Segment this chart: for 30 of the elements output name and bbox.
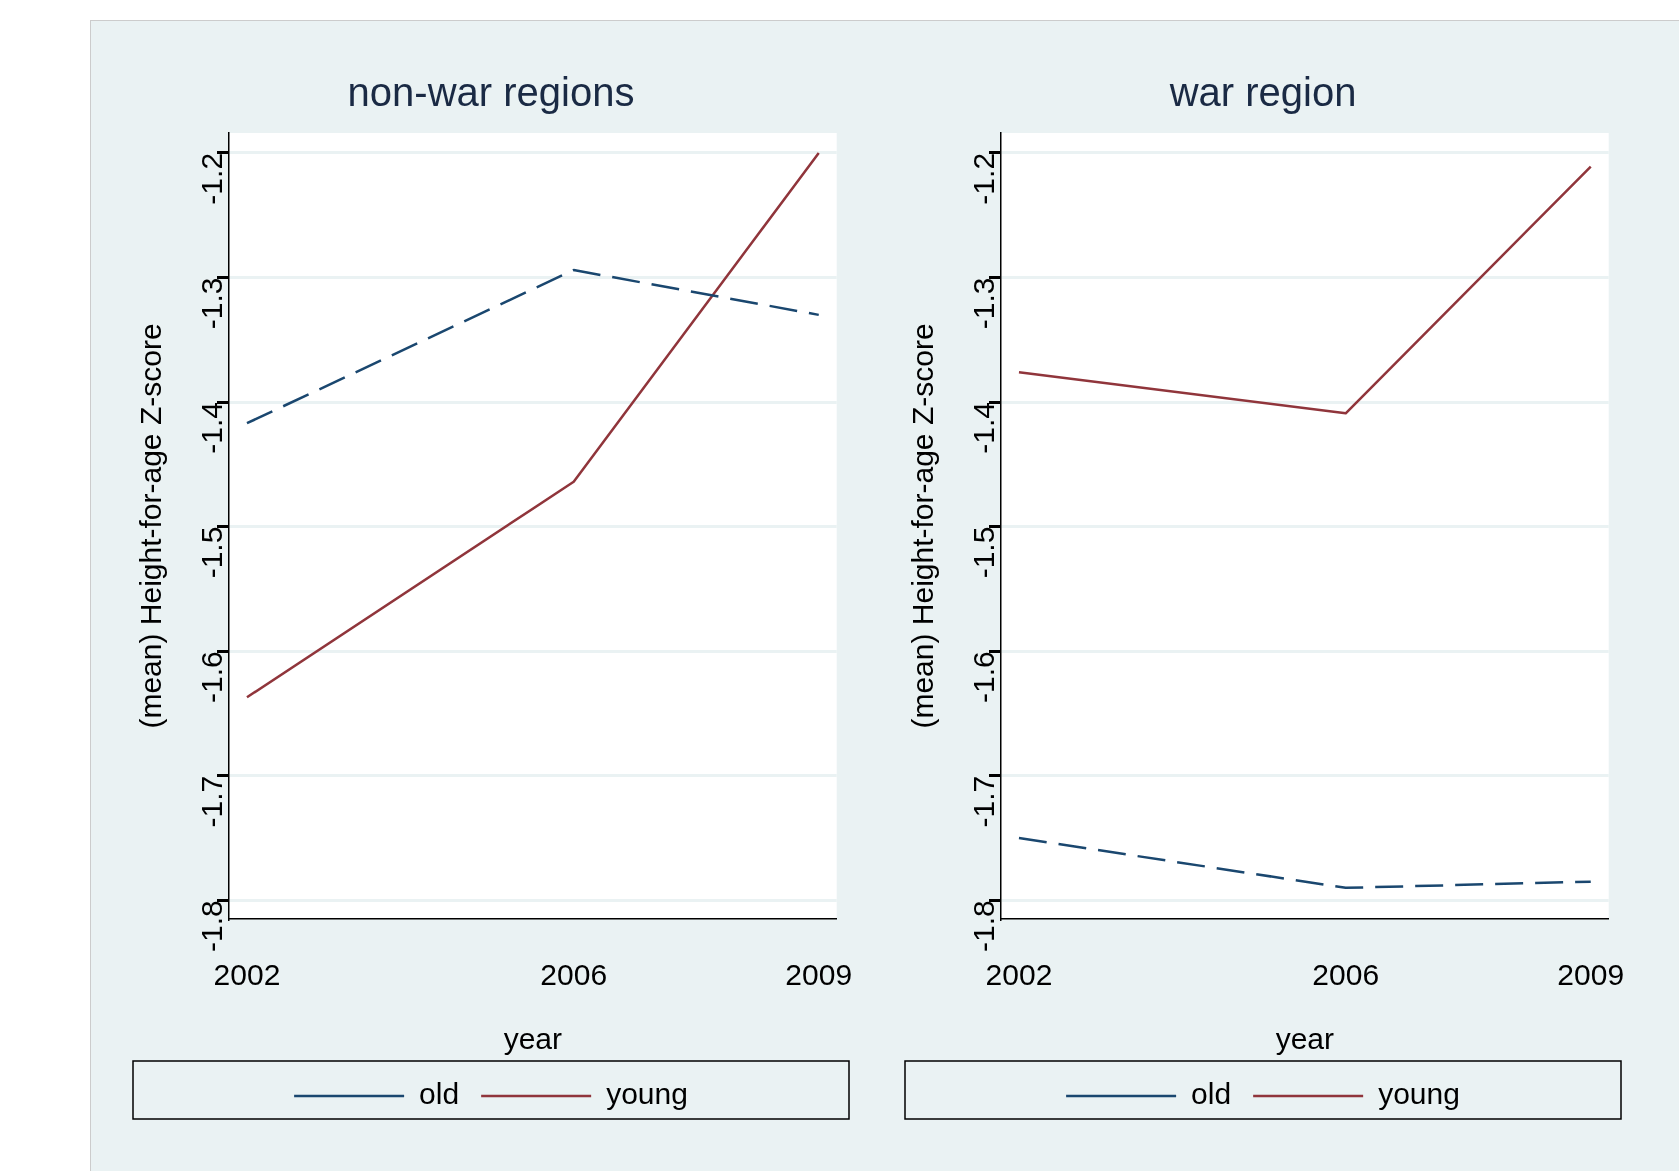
y-tick-label: -1.4 xyxy=(967,402,1001,454)
x-tick-label: 2002 xyxy=(213,958,281,992)
y-tick-label: -1.4 xyxy=(195,402,229,454)
y-tick-label: -1.6 xyxy=(967,651,1001,703)
x-axis-title: year xyxy=(503,1022,563,1056)
legend-label: old xyxy=(419,1077,460,1111)
chart-title: non-war regions xyxy=(347,70,635,115)
x-tick-label: 2002 xyxy=(985,958,1053,992)
x-tick-label: 2009 xyxy=(785,958,853,992)
y-axis-title: (mean) Height-for-age Z-score xyxy=(134,323,168,729)
y-tick-label: -1.2 xyxy=(195,152,229,205)
y-tick-label: -1.8 xyxy=(195,900,229,953)
y-tick-label: -1.3 xyxy=(195,277,229,330)
y-tick-label: -1.5 xyxy=(195,526,229,579)
y-tick-label: -1.7 xyxy=(967,775,1001,828)
legend-label: young xyxy=(1378,1077,1460,1111)
legend-label: young xyxy=(606,1077,688,1111)
y-axis-title: (mean) Height-for-age Z-score xyxy=(906,323,940,729)
chart-title: war region xyxy=(1168,70,1357,115)
y-tick-label: -1.2 xyxy=(967,152,1001,205)
y-tick-label: -1.7 xyxy=(195,775,229,828)
y-tick-label: -1.5 xyxy=(967,526,1001,579)
y-tick-label: -1.6 xyxy=(195,651,229,703)
y-tick-label: -1.3 xyxy=(967,277,1001,330)
y-tick-label: -1.8 xyxy=(967,900,1001,953)
x-tick-label: 2009 xyxy=(1557,958,1625,992)
x-axis-title: year xyxy=(1275,1022,1335,1056)
x-tick-label: 2006 xyxy=(1312,958,1380,992)
x-tick-label: 2006 xyxy=(540,958,608,992)
legend-label: old xyxy=(1191,1077,1232,1111)
